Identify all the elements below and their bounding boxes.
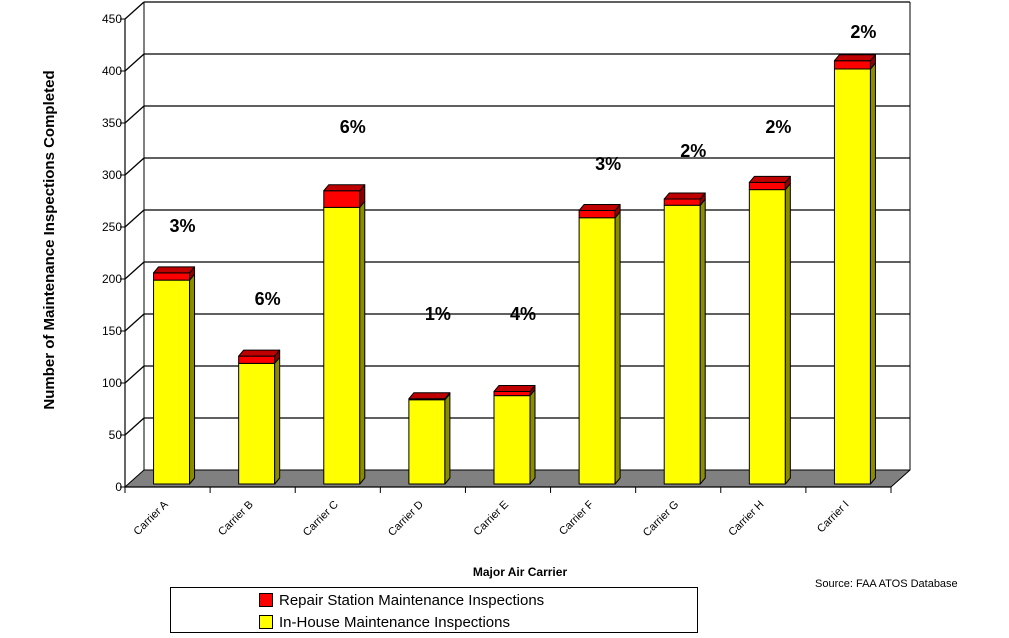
gridline-side [124,261,145,280]
bar-inhouse-side [274,356,281,485]
y-tick-label: 0 [115,480,122,494]
bar-repair-top [408,392,451,400]
percent-data-label: 6% [255,289,281,309]
bar-inhouse-front [833,68,871,485]
legend: Repair Station Maintenance Inspections I… [170,587,698,633]
bar-repair-top [748,175,791,183]
bar-inhouse-front [408,399,446,485]
bar-inhouse-side [699,198,706,485]
bar-repair-front [323,190,361,208]
y-tick-label: 350 [102,116,122,130]
bar-inhouse-front [578,217,616,485]
y-tick-label: 250 [102,220,122,234]
legend-item-repair: Repair Station Maintenance Inspections [259,590,544,610]
bar-repair-top [663,192,706,200]
bar-repair-top [238,349,281,357]
bar-inhouse-front [323,206,361,485]
bar-inhouse-side [614,211,621,485]
y-tick-label: 450 [102,12,122,26]
legend-item-inhouse: In-House Maintenance Inspections [259,612,510,632]
x-tick-label: Carrier H [726,499,766,539]
x-tick-label: Carrier C [301,499,341,539]
bar-repair-front [493,390,531,397]
x-tick-label: Carrier B [216,499,256,539]
x-tick-label: Carrier E [472,499,512,539]
gridline-side [124,105,145,124]
percent-data-label: 2% [680,141,706,161]
legend-swatch-inhouse [259,615,273,629]
bar-repair-front [833,60,871,70]
bar-repair-top [153,266,196,274]
bar-repair-front [578,209,616,219]
y-tick-label: 150 [102,324,122,338]
y-tick-label: 300 [102,168,122,182]
y-tick-label: 50 [109,428,123,442]
percent-data-label: 2% [850,22,876,42]
x-tick-label: Carrier I [815,499,852,536]
gridline-side [124,209,145,228]
legend-swatch-repair [259,593,273,607]
bar-inhouse-side [189,273,196,485]
chart-plot-area: 0 50 100 150 200 250 300 350 400 450 Carrier A 3% Ca… [102,1,911,539]
bar-repair-front [238,355,276,364]
percent-data-label: 6% [340,117,366,137]
bar-inhouse-side [444,393,451,485]
gridline-side [124,313,145,332]
percent-data-label: 4% [510,304,536,324]
y-axis-label: Number of Maintenance Inspections Comple… [41,70,58,410]
bar-repair-front [748,181,786,191]
bar-inhouse-side [359,200,366,485]
percent-data-label: 3% [595,154,621,174]
bar-inhouse-front [663,204,701,485]
y-tick-label: 200 [102,272,122,286]
legend-label-inhouse: In-House Maintenance Inspections [279,613,510,631]
source-note: Source: FAA ATOS Database [815,578,958,590]
bar-inhouse-front [238,362,276,485]
gridline-side [124,53,145,72]
gridline-side [124,157,145,176]
bar-inhouse-side [529,389,536,485]
gridline-side [124,1,145,20]
bar-repair-top [578,203,621,211]
bar-inhouse-front [493,395,531,485]
bar-inhouse-front [153,279,191,485]
bar-repair-top [493,384,536,392]
bar-inhouse-front [748,189,786,485]
bar-inhouse-side [784,183,791,485]
y-axis-label-wrapper: Number of Maintenance Inspections Comple… [0,0,100,480]
percent-data-label: 1% [425,304,451,324]
gridline-side [124,365,145,384]
percent-data-label: 2% [765,117,791,137]
x-tick-label: Carrier G [641,499,681,539]
y-tick-label: 400 [102,64,122,78]
x-tick-label: Carrier D [386,499,426,539]
gridline-side [124,417,145,436]
bar-repair-top [323,184,366,192]
x-axis-label: Major Air Carrier [472,565,568,579]
bar-inhouse-side [869,62,876,485]
y-tick-label: 100 [102,376,122,390]
bar-repair-top [833,54,876,62]
bar-repair-front [153,272,191,281]
x-tick-label: Carrier F [557,498,596,537]
bar-repair-front [663,198,701,206]
percent-data-label: 3% [170,216,196,236]
legend-label-repair: Repair Station Maintenance Inspections [279,591,545,609]
x-tick-label: Carrier A [131,498,171,538]
